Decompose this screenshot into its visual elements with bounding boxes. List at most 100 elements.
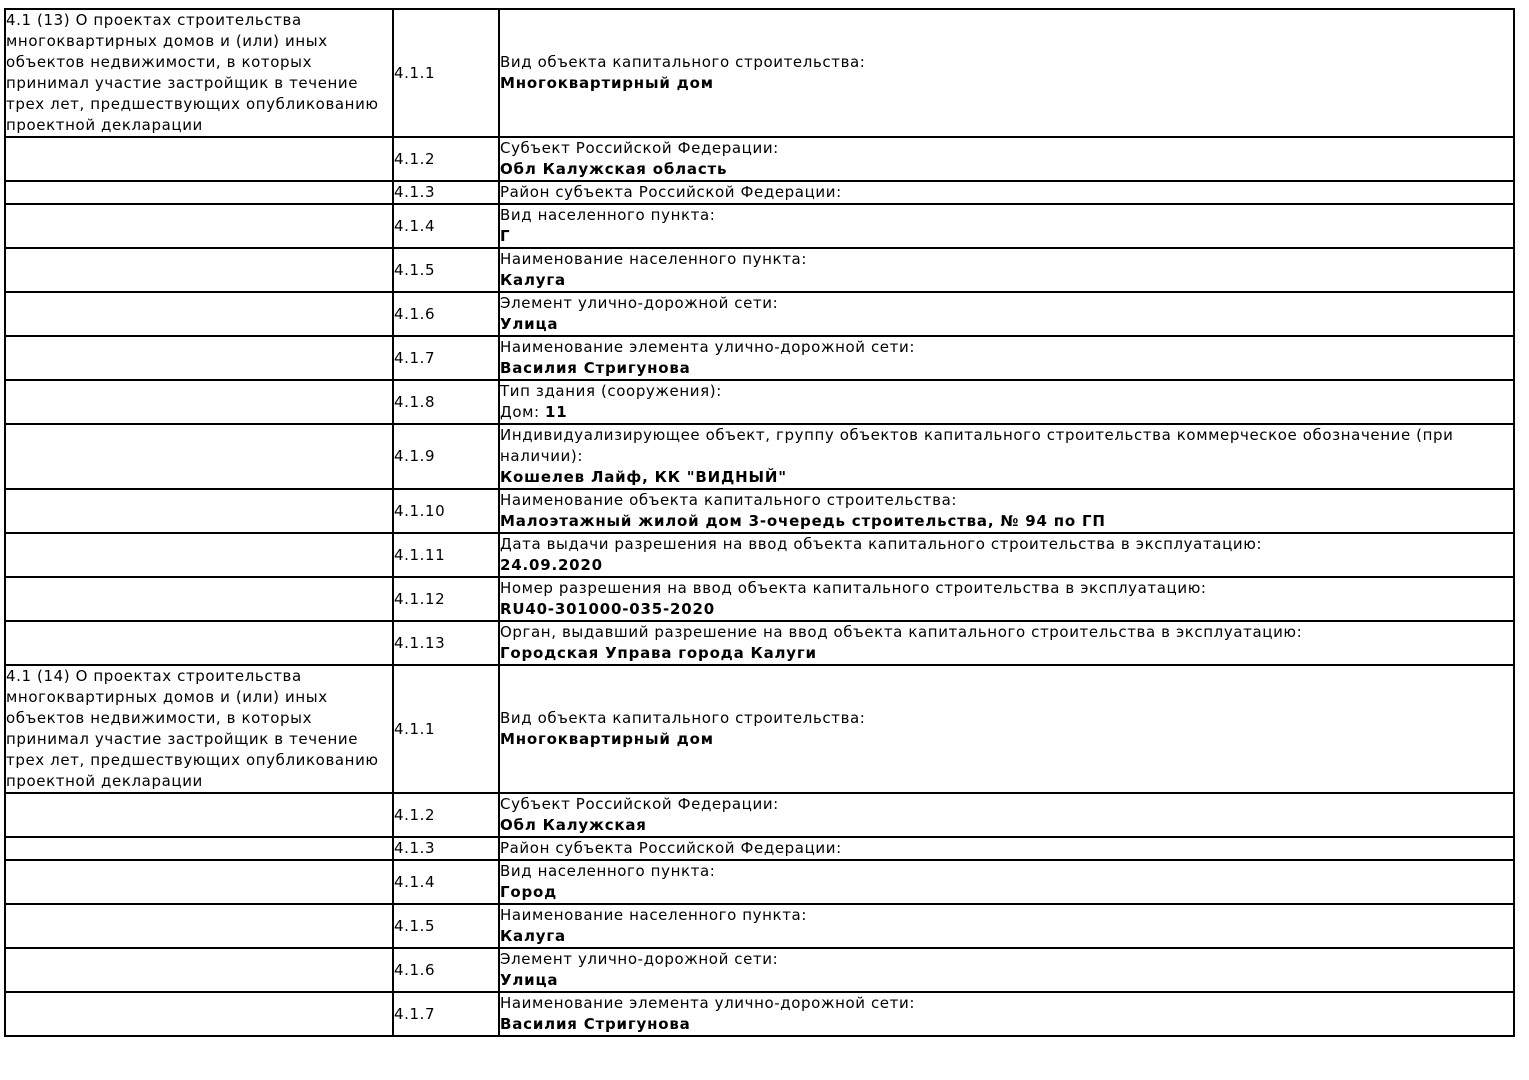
field-cell: Вид населенного пункта: Г <box>498 203 1515 249</box>
row-code: 4.1.6 <box>394 960 436 979</box>
field-value-text: Калуга <box>500 271 566 289</box>
code-cell: 4.1.5 <box>392 903 500 949</box>
field-label: Элемент улично-дорожной сети: <box>500 294 779 312</box>
table-row: 4.1.12 Номер разрешения на ввод объекта … <box>4 576 1515 622</box>
field-label: Вид населенного пункта: <box>500 862 716 880</box>
field-label: Вид объекта капитального строительства: <box>500 709 866 727</box>
field-label: Наименование элемента улично-дорожной се… <box>500 338 915 356</box>
field-value: Калуга <box>500 926 1512 946</box>
table-row: 4.1.8 Тип здания (сооружения): Дом: 11 <box>4 379 1515 425</box>
field-cell: Наименование элемента улично-дорожной се… <box>498 335 1515 381</box>
section-cell: 4.1 (14) О проектах строительства многок… <box>4 664 394 794</box>
field-value: Обл Калужская <box>501 815 1512 835</box>
table-row: 4.1 (14) О проектах строительства многок… <box>4 664 1515 794</box>
code-cell: 4.1.7 <box>392 991 500 1037</box>
code-cell: 4.1.7 <box>392 335 500 381</box>
field-value-text: RU40-301000-035-2020 <box>500 600 715 618</box>
table-row: 4.1.6 Элемент улично-дорожной сети: Улиц… <box>4 291 1515 337</box>
code-cell: 4.1.1 <box>392 664 500 794</box>
row-code: 4.1.4 <box>394 216 436 235</box>
field-value-text: Кошелев Лайф, КК "ВИДНЫЙ" <box>500 468 787 486</box>
section-cell <box>4 947 394 993</box>
field-value: Многоквартирный дом <box>500 73 1512 94</box>
row-code: 4.1.10 <box>394 501 446 520</box>
code-cell: 4.1.6 <box>392 291 500 337</box>
field-value-text: 11 <box>545 403 568 421</box>
row-code: 4.1.7 <box>394 348 436 367</box>
field-cell: Орган, выдавший разрешение на ввод объек… <box>498 620 1515 666</box>
field-cell: Субъект Российской Федерации: Обл Калужс… <box>498 792 1515 838</box>
section-cell <box>4 136 394 182</box>
field-value: 24.09.2020 <box>500 555 1512 575</box>
section-cell <box>4 203 394 249</box>
field-label: Наименование населенного пункта: <box>500 250 807 268</box>
field-value: Обл Калужская область <box>500 159 1512 179</box>
table-row: 4.1.4 Вид населенного пункта: Город <box>4 859 1515 905</box>
section-cell <box>4 991 394 1037</box>
section-cell <box>4 488 394 534</box>
code-cell: 4.1.12 <box>392 576 500 622</box>
table-row: 4.1.2 Субъект Российской Федерации: Обл … <box>4 792 1515 838</box>
field-cell: Наименование населенного пункта: Калуга <box>498 247 1515 293</box>
field-value-text: Улица <box>500 315 559 333</box>
row-code: 4.1.2 <box>394 149 436 168</box>
field-value: Кошелев Лайф, КК "ВИДНЫЙ" <box>500 467 1512 487</box>
field-value: Василия Стригунова <box>500 1014 1512 1034</box>
code-cell: 4.1.10 <box>392 488 500 534</box>
field-label: Субъект Российской Федерации: <box>500 139 779 157</box>
field-cell: Вид населенного пункта: Город <box>498 859 1515 905</box>
field-value-text: Многоквартирный дом <box>500 74 714 92</box>
row-code: 4.1.4 <box>394 872 436 891</box>
field-value-text: Малоэтажный жилой дом 3-очередь строител… <box>500 512 1106 530</box>
field-value-text: Василия Стригунова <box>500 1015 691 1033</box>
field-value-text: Улица <box>500 971 559 989</box>
code-cell: 4.1.9 <box>392 423 500 490</box>
field-label: Субъект Российской Федерации: <box>500 795 779 813</box>
field-label: Наименование объекта капитального строит… <box>500 491 958 509</box>
row-code: 4.1.11 <box>394 545 446 564</box>
field-cell: Элемент улично-дорожной сети: Улица <box>498 947 1515 993</box>
row-code: 4.1.5 <box>394 260 436 279</box>
section-cell <box>4 180 394 205</box>
code-cell: 4.1.5 <box>392 247 500 293</box>
table-row: 4.1 (13) О проектах строительства многок… <box>4 8 1515 138</box>
field-cell: Район субъекта Российской Федерации: <box>498 836 1515 861</box>
section-cell <box>4 335 394 381</box>
field-value-text: 24.09.2020 <box>500 556 603 574</box>
row-code: 4.1.12 <box>394 589 446 608</box>
table-row: 4.1.5 Наименование населенного пункта: К… <box>4 903 1515 949</box>
project-declaration-table: 4.1 (13) О проектах строительства многок… <box>4 8 1515 1037</box>
field-cell: Наименование населенного пункта: Калуга <box>498 903 1515 949</box>
section-cell <box>4 291 394 337</box>
table-row: 4.1.5 Наименование населенного пункта: К… <box>4 247 1515 293</box>
field-value-text: Обл Калужская область <box>500 160 728 178</box>
field-label: Вид объекта капитального строительства: <box>500 53 866 71</box>
field-value: Василия Стригунова <box>501 358 1512 378</box>
table-row: 4.1.7 Наименование элемента улично-дорож… <box>4 335 1515 381</box>
row-code: 4.1.13 <box>394 633 446 652</box>
code-cell: 4.1.6 <box>392 947 500 993</box>
table-row: 4.1.3 Район субъекта Российской Федераци… <box>4 180 1515 205</box>
code-cell: 4.1.4 <box>392 859 500 905</box>
field-value-text: Городская Управа города Калуги <box>500 644 817 662</box>
row-code: 4.1.3 <box>394 839 436 857</box>
table-row: 4.1.3 Район субъекта Российской Федераци… <box>4 836 1515 861</box>
row-code: 4.1.7 <box>394 1004 436 1023</box>
section-cell: 4.1 (13) О проектах строительства многок… <box>4 8 394 138</box>
field-value: Дом: 11 <box>501 402 1512 422</box>
section-cell <box>4 836 394 861</box>
field-value-text: Калуга <box>500 927 566 945</box>
field-value: Г <box>501 226 1512 246</box>
field-value: Многоквартирный дом <box>501 729 1512 750</box>
code-cell: 4.1.3 <box>392 836 500 861</box>
code-cell: 4.1.4 <box>392 203 500 249</box>
code-cell: 4.1.13 <box>392 620 500 666</box>
field-value: Улица <box>500 970 1512 990</box>
table-row: 4.1.13 Орган, выдавший разрешение на вво… <box>4 620 1515 666</box>
field-label: Элемент улично-дорожной сети: <box>500 950 779 968</box>
field-label: Район субъекта Российской Федерации: <box>500 839 842 857</box>
row-code: 4.1.1 <box>394 719 436 738</box>
field-label: Наименование населенного пункта: <box>500 906 807 924</box>
table-row: 4.1.2 Субъект Российской Федерации: Обл … <box>4 136 1515 182</box>
